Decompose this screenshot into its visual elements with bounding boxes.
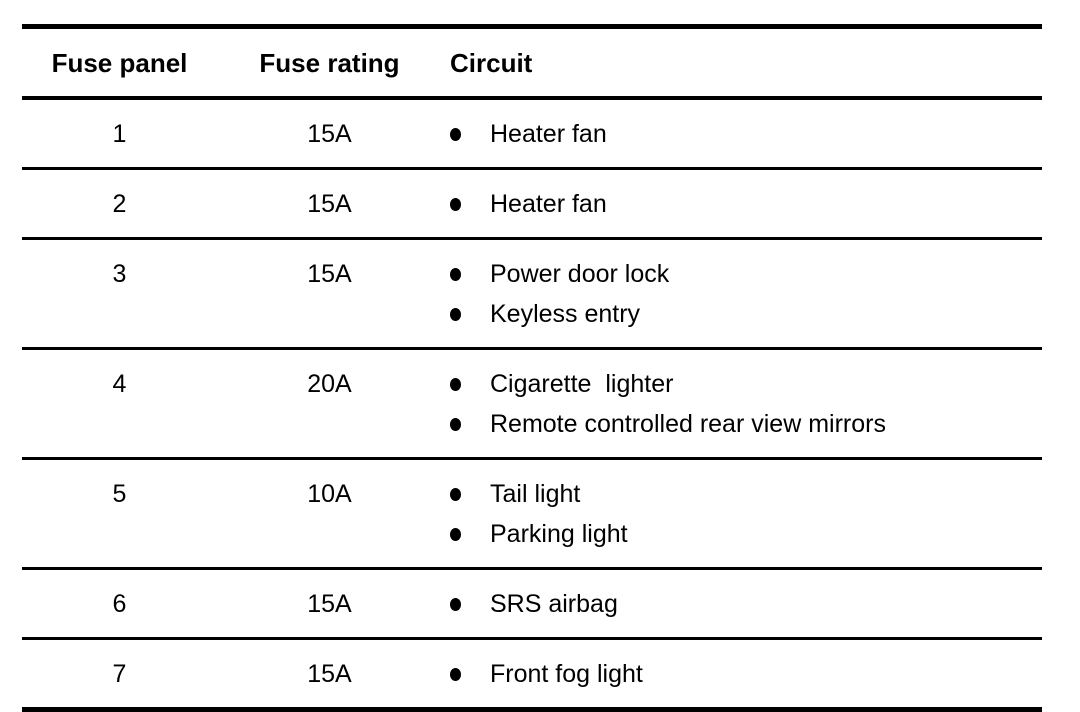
circuit-label: Tail light (490, 480, 581, 508)
bullet-icon (450, 528, 461, 541)
column-header-fuse-rating: Fuse rating (259, 48, 400, 78)
fuse-rating-cell: 10A (307, 480, 352, 508)
column-header-fuse-panel: Fuse panel (51, 48, 188, 78)
fuse-rating-cell: 15A (307, 660, 352, 688)
circuit-cell: SRS airbag (442, 569, 1042, 639)
circuit-item: Cigarette lighter (450, 364, 1042, 404)
circuit-label: Remote controlled rear view mirrors (490, 410, 886, 438)
circuit-label: Heater fan (490, 190, 607, 218)
circuit-label: SRS airbag (490, 590, 618, 618)
fuse-table-container: Fuse panel Fuse rating Circuit 1 15A Heate… (22, 24, 1042, 712)
fuse-rating-cell: 15A (307, 120, 352, 148)
circuit-item: Heater fan (450, 184, 1042, 224)
fuse-panel-cell: 7 (112, 660, 127, 688)
circuit-label: Front fog light (490, 660, 643, 688)
table-header: Fuse panel Fuse rating Circuit (22, 27, 1042, 98)
circuit-cell: Heater fan (442, 169, 1042, 239)
circuit-list: Heater fan (450, 184, 1042, 224)
circuit-list: Heater fan (450, 114, 1042, 154)
circuit-label: Power door lock (490, 260, 670, 288)
table-row: 1 15A Heater fan (22, 98, 1042, 169)
fuse-panel-cell: 6 (112, 590, 127, 618)
circuit-label: Keyless entry (490, 300, 641, 328)
circuit-cell: Heater fan (442, 98, 1042, 169)
table-body: 1 15A Heater fan 2 15A Heater fan 3 15A Power do… (22, 98, 1042, 710)
bullet-icon (450, 198, 461, 211)
circuit-cell: Tail light Parking light (442, 459, 1042, 569)
fuse-rating-cell: 15A (307, 260, 352, 288)
circuit-item: Parking light (450, 514, 1042, 554)
table-row: 5 10A Tail light Parking light (22, 459, 1042, 569)
circuit-list: Front fog light (450, 654, 1042, 694)
circuit-item: Tail light (450, 474, 1042, 514)
fuse-table: Fuse panel Fuse rating Circuit 1 15A Heate… (22, 24, 1042, 712)
circuit-list: Cigarette lighter Remote controlled rear … (450, 364, 1042, 444)
circuit-item: Power door lock (450, 254, 1042, 294)
circuit-item: Front fog light (450, 654, 1042, 694)
column-header-circuit: Circuit (450, 48, 533, 78)
table-row: 4 20A Cigarette lighter Remote controlled r… (22, 349, 1042, 459)
fuse-rating-cell: 20A (307, 370, 352, 398)
circuit-list: Tail light Parking light (450, 474, 1042, 554)
circuit-cell: Cigarette lighter Remote controlled rear … (442, 349, 1042, 459)
fuse-panel-cell: 4 (112, 370, 127, 398)
circuit-item: Heater fan (450, 114, 1042, 154)
bullet-icon (450, 268, 461, 281)
bullet-icon (450, 488, 461, 501)
bullet-icon (450, 418, 461, 431)
table-row: 2 15A Heater fan (22, 169, 1042, 239)
fuse-panel-cell: 1 (112, 120, 127, 148)
table-row: 3 15A Power door lock Keyless entry (22, 239, 1042, 349)
circuit-list: SRS airbag (450, 584, 1042, 624)
circuit-cell: Power door lock Keyless entry (442, 239, 1042, 349)
bullet-icon (450, 308, 461, 321)
fuse-panel-cell: 3 (112, 260, 127, 288)
circuit-list: Power door lock Keyless entry (450, 254, 1042, 334)
circuit-item: Remote controlled rear view mirrors (450, 404, 1042, 444)
circuit-label: Parking light (490, 520, 628, 548)
table-row: 7 15A Front fog light (22, 639, 1042, 710)
table-header-row: Fuse panel Fuse rating Circuit (22, 27, 1042, 98)
fuse-rating-cell: 15A (307, 190, 352, 218)
bullet-icon (450, 378, 461, 391)
bullet-icon (450, 598, 461, 611)
circuit-cell: Front fog light (442, 639, 1042, 710)
circuit-item: SRS airbag (450, 584, 1042, 624)
fuse-panel-cell: 5 (112, 480, 127, 508)
circuit-label: Heater fan (490, 120, 607, 148)
bullet-icon (450, 128, 461, 141)
bullet-icon (450, 668, 461, 681)
fuse-panel-cell: 2 (112, 190, 127, 218)
fuse-rating-cell: 15A (307, 590, 352, 618)
table-row: 6 15A SRS airbag (22, 569, 1042, 639)
circuit-label: Cigarette lighter (490, 370, 674, 398)
circuit-item: Keyless entry (450, 294, 1042, 334)
